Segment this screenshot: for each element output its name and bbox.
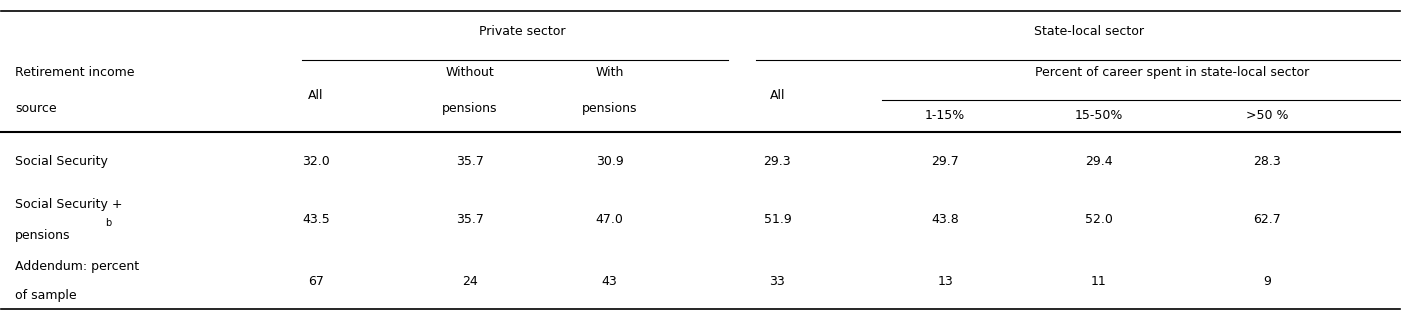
Text: 52.0: 52.0 xyxy=(1084,213,1112,226)
Text: Without: Without xyxy=(446,66,495,79)
Text: 9: 9 xyxy=(1262,275,1271,288)
Text: 33: 33 xyxy=(769,275,786,288)
Text: 62.7: 62.7 xyxy=(1252,213,1281,226)
Text: 30.9: 30.9 xyxy=(595,155,623,168)
Text: >50 %: >50 % xyxy=(1245,109,1288,122)
Text: 43: 43 xyxy=(602,275,618,288)
Text: 67: 67 xyxy=(308,275,324,288)
Text: 35.7: 35.7 xyxy=(455,155,483,168)
Text: 29.3: 29.3 xyxy=(764,155,792,168)
Text: State-local sector: State-local sector xyxy=(1034,25,1143,38)
Text: Private sector: Private sector xyxy=(479,25,566,38)
Text: pensions: pensions xyxy=(581,102,637,115)
Text: With: With xyxy=(595,66,623,79)
Text: 29.7: 29.7 xyxy=(932,155,960,168)
Text: 43.5: 43.5 xyxy=(303,213,329,226)
Text: All: All xyxy=(308,89,324,102)
Text: 24: 24 xyxy=(462,275,478,288)
Text: 29.4: 29.4 xyxy=(1086,155,1112,168)
Text: Retirement income: Retirement income xyxy=(15,66,134,79)
Text: 28.3: 28.3 xyxy=(1252,155,1281,168)
Text: Social Security: Social Security xyxy=(15,155,108,168)
Text: pensions: pensions xyxy=(443,102,497,115)
Text: 35.7: 35.7 xyxy=(455,213,483,226)
Text: 51.9: 51.9 xyxy=(764,213,792,226)
Text: 1-15%: 1-15% xyxy=(925,109,965,122)
Text: 11: 11 xyxy=(1091,275,1107,288)
Text: 15-50%: 15-50% xyxy=(1075,109,1124,122)
Text: Percent of career spent in state-local sector: Percent of career spent in state-local s… xyxy=(1035,66,1310,79)
Text: 13: 13 xyxy=(937,275,953,288)
Text: Addendum: percent: Addendum: percent xyxy=(15,260,140,273)
Text: b: b xyxy=(105,218,111,228)
Text: Social Security +: Social Security + xyxy=(15,197,123,210)
Text: of sample: of sample xyxy=(15,289,77,302)
Text: pensions: pensions xyxy=(15,229,71,242)
Text: 43.8: 43.8 xyxy=(932,213,960,226)
Text: 47.0: 47.0 xyxy=(595,213,623,226)
Text: source: source xyxy=(15,102,57,115)
Text: 32.0: 32.0 xyxy=(303,155,329,168)
Text: All: All xyxy=(769,89,785,102)
